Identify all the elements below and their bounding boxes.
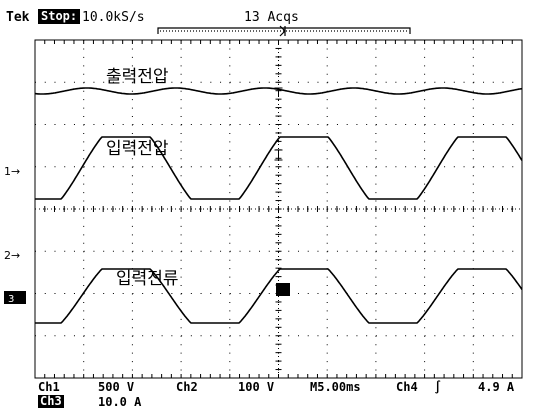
timebase: M5.00ms — [310, 380, 361, 394]
status-bar: Tek Stop: 10.0kS/s 13 Acqs — [0, 0, 534, 40]
trigger-level: 4.9 A — [478, 380, 515, 394]
sample-rate: 10.0kS/s — [82, 10, 145, 25]
waveform-traces — [34, 87, 523, 324]
settings-readout: Ch1 500 V Ch2 100 V M5.00ms Ch4 ∫ 4.9 A … — [0, 378, 534, 412]
trigger-source: Ch4 — [396, 380, 418, 394]
ch1-label: Ch1 — [38, 380, 60, 394]
brand-label: Tek — [6, 10, 30, 25]
cursor-marker — [274, 149, 283, 161]
trigger-slope-icon: ∫ — [434, 380, 442, 394]
ch2-scale: 100 V — [238, 380, 275, 394]
ch1-scale: 500 V — [98, 380, 135, 394]
output-voltage-trace — [34, 87, 523, 95]
input-voltage-trace — [35, 136, 523, 200]
trace-label-output-voltage: 출력전압 — [106, 67, 169, 87]
ch2-label: Ch2 — [176, 380, 198, 394]
ch3-marker: 3 — [8, 294, 14, 305]
graticule — [34, 39, 523, 379]
ch3-label: Ch3 — [38, 394, 64, 408]
acquisition-count: 13 Acqs — [244, 10, 299, 25]
trace-label-input-current: 입력전류 — [116, 269, 179, 289]
record-position-bar — [157, 25, 411, 37]
ch3-scale: 10.0 A — [98, 395, 142, 409]
input-current-trace — [35, 268, 523, 324]
acquisition-state-badge: Stop: — [38, 9, 81, 24]
trace-label-input-voltage: 입력전압 — [106, 139, 169, 159]
ch4-trigger-marker-box — [276, 283, 290, 296]
ch1-marker: 1→ — [4, 165, 20, 178]
ch3-marker-box — [4, 291, 26, 304]
ch2-marker: 2→ — [4, 249, 20, 262]
